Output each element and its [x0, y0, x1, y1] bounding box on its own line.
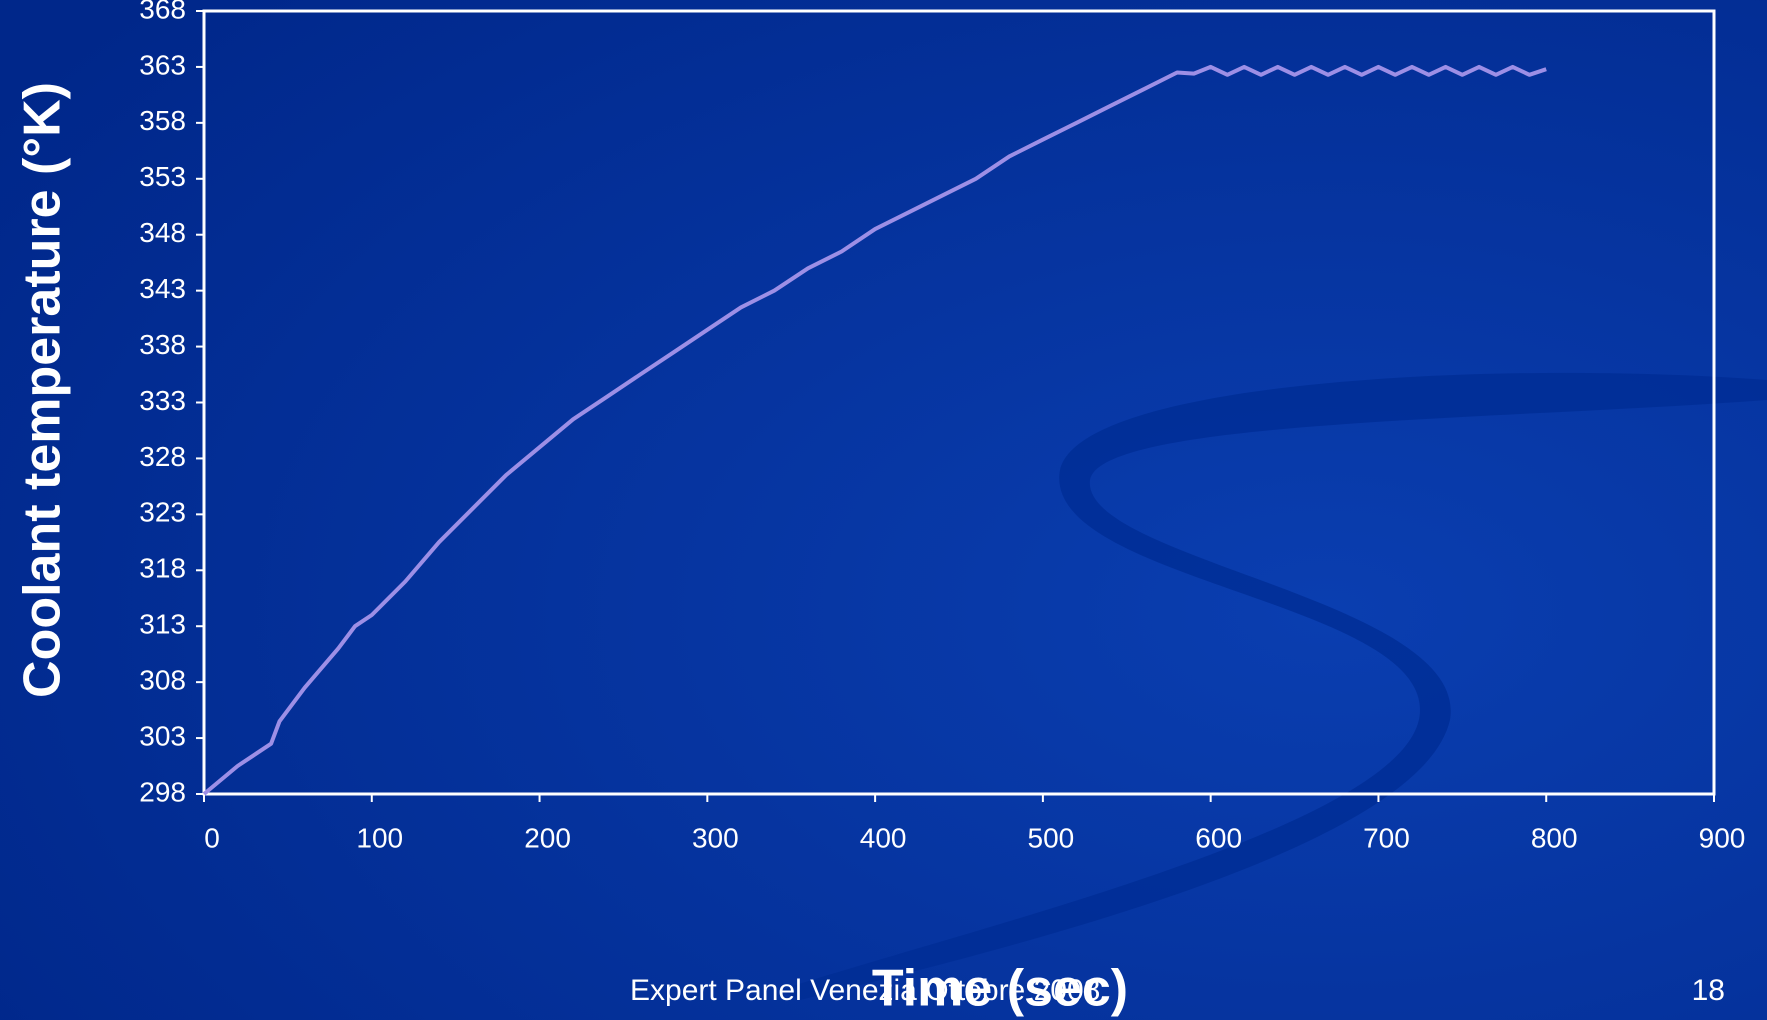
- y-tick-label: 313: [139, 609, 186, 640]
- x-tick-label: 200: [524, 822, 571, 853]
- y-tick-label: 323: [139, 497, 186, 528]
- x-tick-label: 800: [1531, 822, 1578, 853]
- y-tick-label: 353: [139, 161, 186, 192]
- footer-text: Expert Panel Venezia Ottobre 2008: [630, 974, 1100, 1007]
- y-tick-label: 328: [139, 441, 186, 472]
- y-tick-label: 358: [139, 105, 186, 136]
- y-axis-title: Coolant temperature (°K): [14, 82, 72, 698]
- background: [0, 0, 1767, 1020]
- y-tick-label: 338: [139, 329, 186, 360]
- y-tick-label: 363: [139, 49, 186, 80]
- y-tick-label: 318: [139, 553, 186, 584]
- y-tick-label: 343: [139, 273, 186, 304]
- x-tick-label: 600: [1195, 822, 1242, 853]
- x-tick-label: 900: [1699, 822, 1746, 853]
- x-tick-label: 300: [692, 822, 739, 853]
- x-tick-label: 500: [1028, 822, 1075, 853]
- y-tick-label: 333: [139, 385, 186, 416]
- x-tick-label: 0: [204, 822, 220, 853]
- x-tick-label: 400: [860, 822, 907, 853]
- y-tick-label: 298: [139, 776, 186, 807]
- page: {"chart_data": {"type": "line", "y_label…: [0, 0, 1767, 1020]
- x-tick-label: 700: [1363, 822, 1410, 853]
- x-tick-label: 100: [356, 822, 403, 853]
- page-number: 18: [1692, 974, 1725, 1007]
- y-tick-label: 308: [139, 665, 186, 696]
- y-tick-label: 368: [139, 0, 186, 24]
- chart: Coolant temperature (°K) Time (sec) Expe…: [0, 0, 1767, 1020]
- y-tick-label: 303: [139, 720, 186, 751]
- y-tick-label: 348: [139, 217, 186, 248]
